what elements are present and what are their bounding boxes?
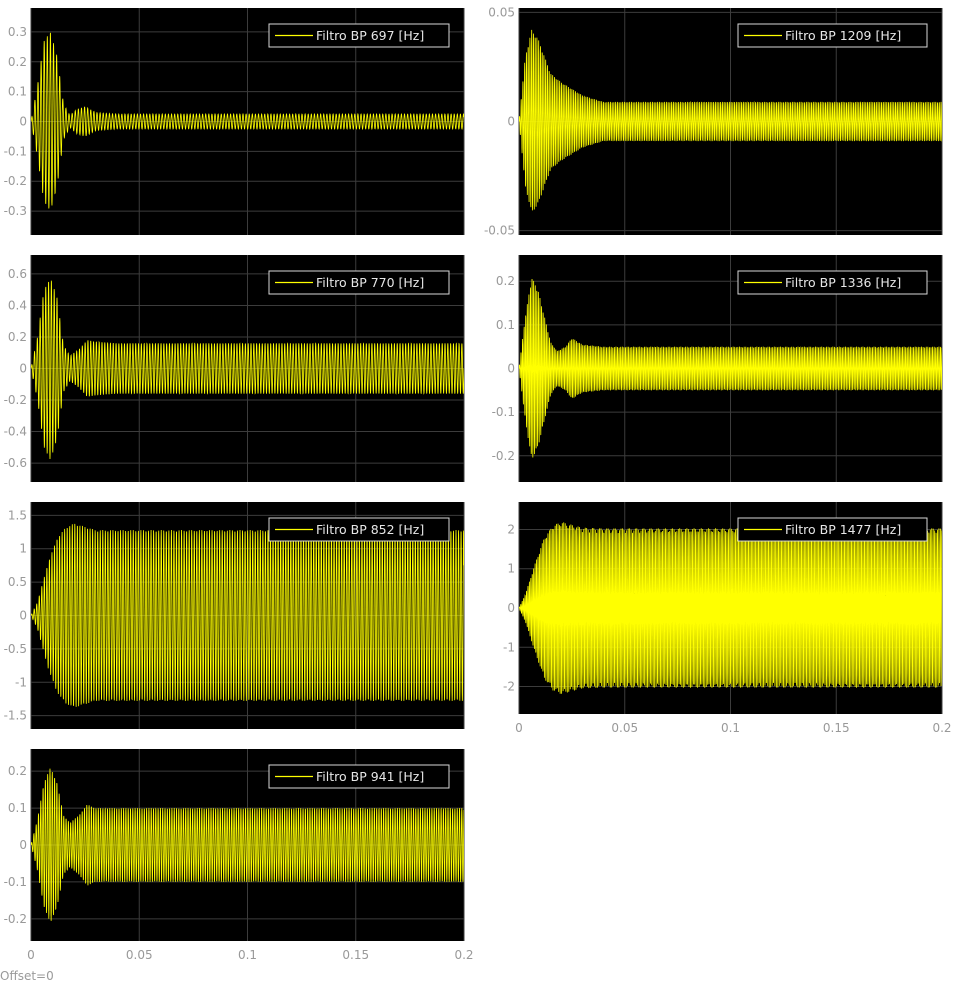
y-tick-label: 2	[507, 522, 515, 536]
y-tick-label: -0.1	[4, 144, 27, 158]
scope-axes-5: -1.5 -1 -0.5 0 0.5 1 1.5 Filtro BP 852 [Hz]	[4, 502, 465, 729]
y-tick-label: -0.3	[4, 204, 27, 218]
legend-label: Filtro BP 1477 [Hz]	[785, 522, 901, 537]
scope-axes-7: -0.2 -0.1 0 0.1 0.2 0 0.05 0.1 0.15 0.2 Filtro BP …	[4, 749, 474, 962]
legend-box	[268, 764, 450, 789]
y-tick-label: 0.1	[8, 801, 27, 815]
legend-label: Filtro BP 852 [Hz]	[316, 522, 424, 537]
legend-box	[737, 270, 928, 295]
legend-box	[737, 23, 928, 48]
y-tick-label: -1	[503, 640, 515, 654]
legend-label: Filtro BP 697 [Hz]	[316, 28, 424, 43]
y-tick-label: 0.1	[496, 318, 515, 332]
signal-trace	[31, 280, 464, 459]
scope-axes-1: -0.3 -0.2 -0.1 0 0.1 0.2 0.3 Filtro BP 697 [Hz]	[4, 8, 465, 235]
y-tick-label: 0.2	[8, 330, 27, 344]
legend[interactable]: Filtro BP 1209 [Hz]	[737, 23, 928, 48]
x-tick-label: 0.15	[823, 721, 850, 735]
scope-axes-6: -2 -1 0 1 2 0 0.05 0.1 0.15 0.2 Filtro BP 1477 [Hz…	[503, 502, 952, 735]
x-tick-label: 0.05	[611, 721, 638, 735]
legend-label: Filtro BP 1209 [Hz]	[785, 28, 901, 43]
y-tick-label: 0	[19, 362, 27, 376]
y-tick-label: 0.4	[8, 298, 27, 312]
legend-box	[268, 270, 450, 295]
y-tick-label: 0	[19, 609, 27, 623]
y-tick-label: -0.4	[4, 425, 27, 439]
y-tick-label: 0.2	[8, 764, 27, 778]
y-tick-label: 0.3	[8, 25, 27, 39]
y-tick-label: -0.2	[4, 912, 27, 926]
scope-axes-3: -0.6 -0.4 -0.2 0 0.2 0.4 0.6 Filtro BP 770 [Hz]	[4, 255, 465, 482]
signal-trace	[31, 523, 464, 707]
x-tick-label: 0	[27, 948, 35, 962]
legend[interactable]: Filtro BP 770 [Hz]	[268, 270, 450, 295]
x-tick-label: 0.2	[932, 721, 951, 735]
legend[interactable]: Filtro BP 941 [Hz]	[268, 764, 450, 789]
x-tick-label: 0.2	[454, 948, 473, 962]
y-tick-label: 1	[507, 562, 515, 576]
legend-box	[268, 517, 450, 542]
legend[interactable]: Filtro BP 1336 [Hz]	[737, 270, 928, 295]
signal-trace	[31, 768, 464, 921]
offset-label: Offset=0	[0, 969, 54, 983]
signal-trace	[519, 522, 942, 694]
x-tick-label: 0.05	[126, 948, 153, 962]
y-tick-label: -0.1	[4, 875, 27, 889]
y-tick-label: 0	[507, 115, 515, 129]
y-tick-label: 1.5	[8, 508, 27, 522]
y-tick-label: 0.2	[496, 274, 515, 288]
legend[interactable]: Filtro BP 697 [Hz]	[268, 23, 450, 48]
x-tick-label: 0.1	[238, 948, 257, 962]
y-tick-label: 0.6	[8, 267, 27, 281]
y-tick-label: -2	[503, 680, 515, 694]
y-tick-label: 0.1	[8, 85, 27, 99]
y-tick-label: 0	[507, 362, 515, 376]
legend[interactable]: Filtro BP 852 [Hz]	[268, 517, 450, 542]
y-tick-label: 0	[19, 115, 27, 129]
legend-label: Filtro BP 770 [Hz]	[316, 275, 424, 290]
x-tick-label: 0.1	[721, 721, 740, 735]
y-tick-label: -0.05	[484, 224, 515, 238]
y-tick-label: 1	[19, 542, 27, 556]
scope-axes-4: -0.2 -0.1 0 0.1 0.2 Filtro BP 1336 [Hz]	[492, 255, 943, 482]
signal-trace	[519, 29, 942, 211]
legend[interactable]: Filtro BP 1477 [Hz]	[737, 517, 928, 542]
y-tick-label: -0.2	[492, 449, 515, 463]
y-tick-label: 0	[19, 838, 27, 852]
scope-axes-2: -0.05 0 0.05 Filtro BP 1209 [Hz]	[484, 5, 943, 238]
y-tick-label: 0.05	[488, 5, 515, 19]
y-tick-label: -0.5	[4, 642, 27, 656]
y-tick-label: -1.5	[4, 709, 27, 723]
legend-box	[268, 23, 450, 48]
y-tick-label: 0.2	[8, 55, 27, 69]
x-tick-label: 0	[515, 721, 523, 735]
x-tick-label: 0.15	[342, 948, 369, 962]
signal-trace	[519, 278, 942, 458]
y-tick-label: -1	[15, 675, 27, 689]
y-tick-label: -0.6	[4, 456, 27, 470]
y-tick-label: -0.2	[4, 393, 27, 407]
y-tick-label: 0.5	[8, 575, 27, 589]
legend-label: Filtro BP 941 [Hz]	[316, 769, 424, 784]
legend-label: Filtro BP 1336 [Hz]	[785, 275, 901, 290]
y-tick-label: -0.2	[4, 174, 27, 188]
y-tick-label: -0.1	[492, 405, 515, 419]
legend-box	[737, 517, 928, 542]
y-tick-label: 0	[507, 601, 515, 615]
signal-trace	[31, 32, 464, 209]
